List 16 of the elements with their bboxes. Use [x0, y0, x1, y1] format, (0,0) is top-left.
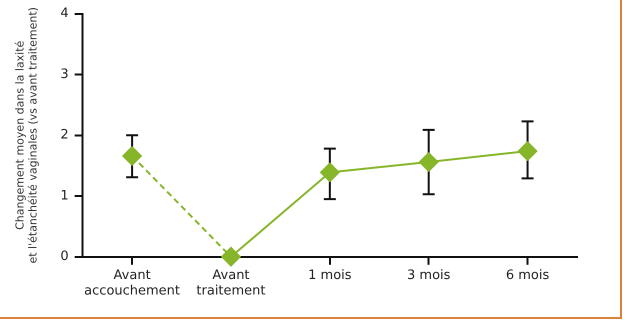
y-tick-label: 0 — [60, 249, 69, 264]
y-tick-label: 2 — [60, 128, 69, 143]
x-tick-label: Avant accouchement — [84, 268, 180, 299]
y-axis-title: Changement moyen dans la laxité et l'étanchéité vaginales (vs avant traitement) — [13, 7, 40, 264]
point — [320, 162, 340, 182]
y-tick-label: 3 — [60, 66, 69, 82]
point — [418, 152, 439, 172]
x-tick-label: 3 mois — [407, 268, 451, 283]
point — [518, 141, 538, 162]
point — [122, 146, 142, 166]
x-tick-label: 6 mois — [506, 268, 550, 283]
point — [220, 246, 241, 267]
x-tick-label: 1 mois — [308, 268, 352, 283]
y-tick-label: 4 — [60, 6, 69, 22]
x-tick-label: Avant traitement — [196, 268, 266, 299]
y-tick-label: 1 — [60, 188, 69, 204]
